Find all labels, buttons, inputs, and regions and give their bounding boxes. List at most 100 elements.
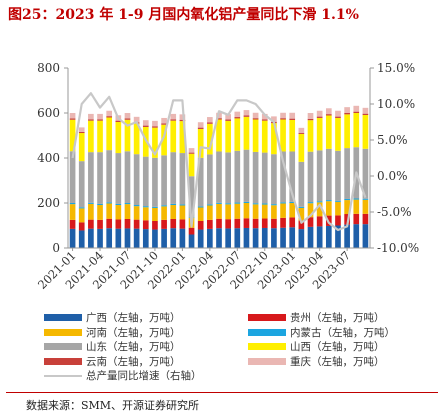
bar-segment [289, 203, 296, 218]
bar-segment [188, 227, 195, 235]
bar-segment [252, 118, 259, 120]
bar-segment [207, 154, 213, 205]
bar-segment [353, 199, 360, 214]
bar-segment [344, 224, 350, 248]
bar-segment [344, 198, 350, 201]
bar-segment [261, 204, 268, 219]
legend-swatch [44, 343, 82, 350]
bar-segment [207, 117, 213, 123]
bar-segment [225, 119, 231, 121]
bar-segment [188, 148, 195, 153]
bar-segment [69, 219, 76, 229]
bar-segment [280, 202, 286, 204]
bar-segment [243, 149, 250, 202]
bar-segment [316, 202, 323, 217]
bar-segment [271, 116, 277, 122]
bar-segment [335, 225, 341, 248]
legend-swatch [248, 314, 286, 321]
bar-segment [271, 123, 277, 155]
bar-segment [170, 228, 177, 248]
bar-segment [115, 153, 122, 204]
bar-segment [325, 225, 332, 248]
left-tick-label: 0 [52, 241, 60, 255]
legend-item: 山东（左轴，万吨） [44, 340, 181, 353]
bar-segment [97, 228, 103, 248]
bar-segment [88, 228, 94, 248]
bar-segment [234, 118, 241, 151]
bar-segment [316, 110, 323, 117]
bar-segment [161, 124, 167, 156]
bar-segment [335, 117, 341, 151]
bar-segment [243, 116, 250, 150]
legend-item: 广西（左轴，万吨） [44, 311, 181, 324]
bar-segment [179, 204, 186, 206]
bar-segment [234, 218, 241, 229]
bar-segment [188, 234, 195, 248]
bar-segment [225, 228, 231, 248]
legend-item: 贵州（左轴，万吨） [248, 311, 385, 324]
bar-segment [353, 198, 360, 200]
bar-segment [97, 119, 103, 121]
bar-segment [88, 202, 94, 204]
bar-segment [335, 110, 341, 117]
legend-swatch [248, 357, 286, 365]
right-tick-label: -10.0% [377, 241, 419, 255]
bar-segment [216, 202, 222, 204]
bar-segment [97, 205, 103, 220]
bar-segment [152, 229, 158, 248]
bar-segment [152, 120, 158, 127]
bar-segment [88, 119, 94, 121]
bar-segment [179, 114, 186, 120]
bar-segment [216, 151, 222, 203]
bar-segment [124, 118, 131, 120]
bar-segment [362, 148, 369, 199]
legend-item: 云南（左轴，万吨） [44, 355, 181, 368]
bar-segment [325, 108, 332, 115]
bar-segment [216, 218, 222, 229]
bar-segment [252, 119, 259, 152]
bar-segment [280, 118, 286, 120]
right-tick-label: 15.0% [377, 61, 415, 75]
bar-segment [115, 219, 122, 229]
bar-segment [225, 204, 231, 220]
bar-segment [106, 203, 113, 219]
bar-segment [316, 116, 323, 118]
bar-segment [234, 202, 241, 204]
bar-segment [243, 203, 250, 219]
legend-swatch [248, 343, 286, 350]
bar-segment [69, 203, 76, 205]
bar-segment [142, 120, 149, 126]
divider [6, 392, 438, 393]
bar-segment [115, 120, 122, 122]
bar-segment [271, 154, 277, 205]
bar-segment [69, 228, 76, 248]
right-tick-label: 10.0% [377, 97, 415, 111]
bar-segment [243, 218, 250, 228]
bar-segment [325, 148, 332, 201]
bar-segment [280, 217, 286, 228]
bars-layer [69, 105, 369, 248]
bar-segment [252, 228, 259, 248]
bar-segment [88, 219, 94, 229]
legend-swatch [248, 328, 286, 336]
bar-segment [179, 119, 186, 122]
bar-segment [261, 152, 268, 204]
bar-segment [243, 115, 250, 117]
bar-segment [261, 113, 268, 120]
bar-segment [207, 204, 213, 206]
bar-segment [179, 153, 186, 205]
bar-segment [124, 119, 131, 152]
left-tick-label: 200 [37, 196, 60, 210]
bar-segment [115, 122, 122, 154]
bar-segment [225, 203, 231, 205]
bar-segment [298, 132, 305, 134]
bar-segment [197, 128, 204, 158]
bar-segment [197, 122, 204, 128]
bar-segment [69, 151, 76, 203]
bar-segment [88, 113, 94, 120]
legend-label: 山西（左轴，万吨） [290, 341, 385, 353]
bar-segment [124, 228, 131, 248]
legend-label: 重庆（左轴，万吨） [290, 355, 385, 368]
bar-segment [142, 207, 149, 221]
bar-segment [271, 204, 277, 206]
